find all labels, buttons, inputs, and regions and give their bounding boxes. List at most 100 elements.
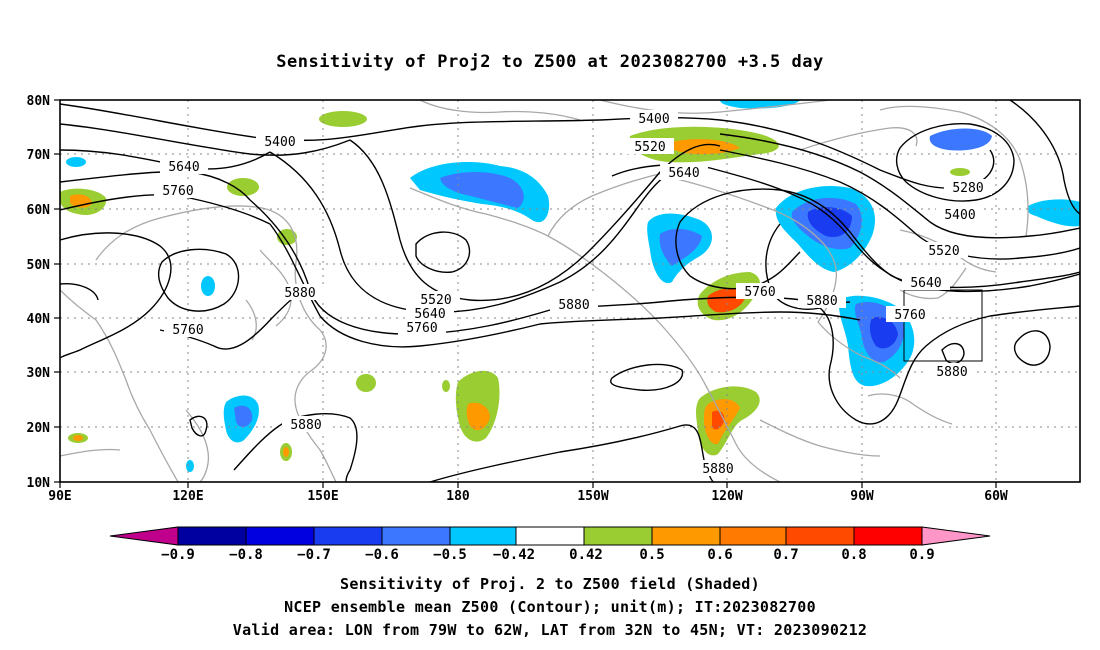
colorbar-cell [381,526,451,546]
contour-label: 5880 [798,292,846,309]
contour-label-text: 5760 [406,321,437,336]
lat-label: 40N [27,312,51,327]
lon-label: 90W [850,489,874,504]
colorbar-tick: −0.7 [297,547,331,563]
colorbar-tick: −0.42 [493,547,535,563]
caption-line: Sensitivity of Proj. 2 to Z500 field (Sh… [340,575,760,593]
colorbar-cell [719,526,787,546]
colorbar-tick: 0.8 [841,547,866,563]
contour-labels: 5400 5640 5760 5760 5880 5880 5520 5640 … [154,110,992,477]
contour-label: 5640 [660,164,708,181]
coastlines [60,100,1029,482]
lon-label: 150W [577,489,608,504]
contour-label: 5400 [630,110,678,127]
colorbar-cell [177,526,247,546]
lat-label: 30N [27,366,51,381]
contour-label: 5640 [406,305,454,322]
contour-label: 5880 [694,460,742,477]
contour-label-text: 5400 [638,112,669,127]
map-frame [59,99,1081,483]
contour-label-text: 5760 [894,308,925,323]
lon-label: 150E [307,489,338,504]
contour-label-text: 5880 [806,294,837,309]
contour-label: 5640 [160,158,208,175]
colorbar-cell [515,526,585,546]
colorbar-cell [651,526,721,546]
colorbar-cell [245,526,315,546]
contour-label: 5880 [928,363,976,380]
colorbar-tick: 0.6 [707,547,732,563]
latitude-labels: 80N 70N 60N 50N 40N 30N 20N 10N [27,94,51,491]
contour-label-text: 5280 [952,181,983,196]
contour-label: 5880 [282,416,330,433]
contour-label: 5760 [886,306,934,323]
contour-label: 5400 [256,133,304,150]
captions: Sensitivity of Proj. 2 to Z500 field (Sh… [233,575,868,639]
figure-title: Sensitivity of Proj2 to Z500 at 20230827… [276,52,823,72]
colorbar-tick: −0.5 [433,547,467,563]
colorbar-cell [853,526,923,546]
lon-label: 180 [446,489,470,504]
contour-label: 5520 [626,138,674,155]
contour-label-text: 5880 [702,462,733,477]
contour-label: 5880 [550,296,598,313]
contour-label-text: 5640 [668,166,699,181]
lon-label: 120E [172,489,203,504]
contour-label: 5880 [276,284,324,301]
contour-label-text: 5880 [936,365,967,380]
colorbar-ticks: −0.9 −0.8 −0.7 −0.6 −0.5 −0.42 0.42 0.5 … [161,547,935,563]
colorbar-cell [583,526,653,546]
contour-label-text: 5760 [172,323,203,338]
lon-label: 120W [711,489,742,504]
contour-label-text: 5400 [264,135,295,150]
colorbar-tick: −0.9 [161,547,195,563]
contour-label-text: 5520 [634,140,665,155]
lat-label: 20N [27,421,51,436]
contour-label: 5520 [920,242,968,259]
colorbar-tick: −0.6 [365,547,399,563]
colorbar-tick: −0.8 [229,547,263,563]
contour-label-text: 5520 [928,244,959,259]
lat-label: 10N [27,476,51,491]
lon-label: 90E [48,489,71,504]
caption-line: NCEP ensemble mean Z500 (Contour); unit(… [284,598,816,616]
contour-label: 5640 [902,274,950,291]
lat-label: 70N [27,148,51,163]
lat-label: 80N [27,94,51,109]
longitude-labels: 90E 120E 150E 180 150W 120W 90W 60W [48,489,1008,504]
lon-label: 60W [984,489,1008,504]
colorbar-arrow-left [109,526,179,546]
contour-label-text: 5760 [744,285,775,300]
colorbar [109,526,991,546]
colorbar-cell [785,526,855,546]
contour-label: 5280 [944,179,992,196]
axis-ticks [54,99,997,488]
contour-label-text: 5520 [420,293,451,308]
contour-label-text: 5880 [284,286,315,301]
contour-label-text: 5400 [944,208,975,223]
caption-line: Valid area: LON from 79W to 62W, LAT fro… [233,621,868,639]
colorbar-tick: 0.9 [909,547,934,563]
contour-label: 5760 [398,319,446,336]
colorbar-cell [449,526,517,546]
contour-label: 5520 [412,291,460,308]
contour-label: 5400 [936,206,984,223]
colorbar-arrow-right [921,526,991,546]
lat-label: 50N [27,258,51,273]
contour-label-text: 5640 [168,160,199,175]
colorbar-tick: 0.42 [569,547,603,563]
colorbar-tick: 0.7 [773,547,798,563]
contour-label: 5760 [736,283,784,300]
contour-label-text: 5880 [290,418,321,433]
contour-label-text: 5760 [162,184,193,199]
colorbar-tick: 0.5 [639,547,664,563]
map-panel: 5400 5640 5760 5760 5880 5880 5520 5640 … [60,100,1080,482]
contour-label-text: 5640 [910,276,941,291]
contour-label-text: 5880 [558,298,589,313]
colorbar-cell [313,526,383,546]
contour-label-text: 5640 [414,307,445,322]
contour-label: 5760 [164,321,212,338]
contour-label: 5760 [154,182,202,199]
lat-label: 60N [27,203,51,218]
